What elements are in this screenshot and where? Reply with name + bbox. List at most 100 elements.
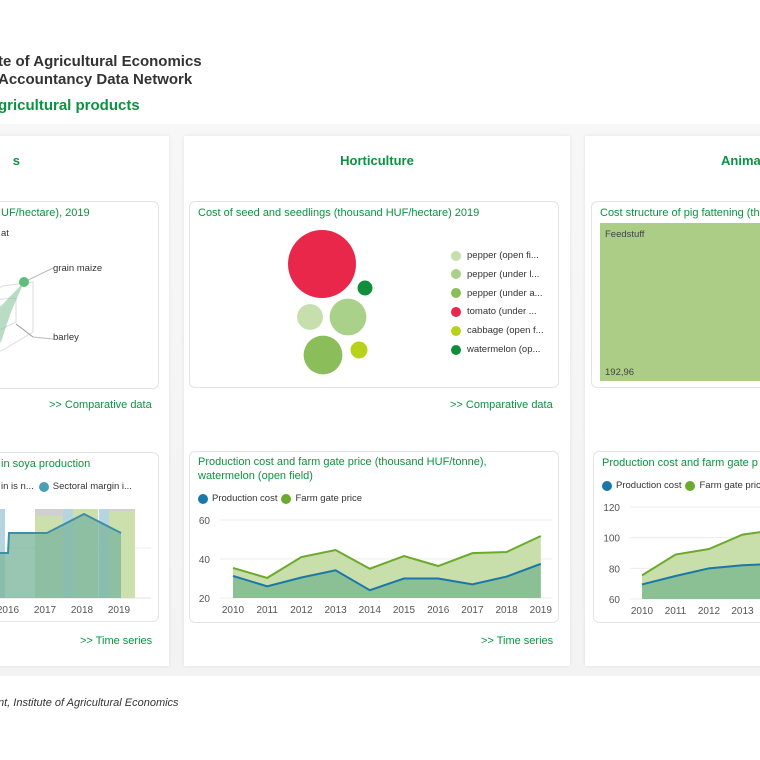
card-title-line1: Production cost and farm gate price (tho…: [198, 456, 487, 468]
legend-label: pepper (under a...: [467, 287, 543, 299]
legend-dot-icon: [451, 306, 461, 317]
comparative-data-link[interactable]: >> Comparative data: [450, 399, 553, 411]
panel-title: s: [12, 153, 20, 168]
legend-dot-icon: [685, 480, 696, 491]
legend-item[interactable]: pepper (open fi...: [451, 250, 539, 261]
x-tick-label: 2016: [427, 605, 450, 616]
chart-legend: Production cost Farm gate price: [198, 493, 362, 504]
radar-area: [0, 282, 24, 342]
x-tick-label: 2010: [222, 605, 245, 616]
x-tick-label: 2017: [461, 605, 484, 616]
panel-horticulture: Horticulture Cost of seed and seedlings …: [184, 136, 570, 666]
legend-item[interactable]: Sectoral margin i...: [52, 481, 132, 492]
legend-label: pepper (under l...: [467, 268, 540, 280]
leader-line: [23, 267, 54, 283]
production-cost-area: [233, 563, 541, 598]
legend-item[interactable]: pepper (under l...: [451, 269, 539, 280]
panel-title: Horticulture: [340, 153, 414, 168]
legend-item[interactable]: cabbage (open f...: [451, 325, 544, 336]
card-title-line2: watermelon (open field): [198, 470, 313, 482]
legend-dot-icon: [281, 493, 292, 504]
institute-title: te of Agricultural Economics Accountancy…: [0, 53, 202, 89]
y-tick-label: 20: [199, 594, 211, 605]
legend-dot-icon: [451, 269, 461, 280]
legend-dot-icon: [451, 325, 461, 336]
page-subtitle: gricultural products: [0, 97, 140, 114]
source-footnote: nt, Institute of Agricultural Economics: [0, 697, 179, 709]
sectoral-margin-area: [0, 514, 121, 598]
card-title: in soya production: [1, 458, 91, 470]
panel-animal: Anima Cost structure of pig fattening (t…: [585, 136, 760, 666]
x-tick-label: 2016: [0, 605, 20, 616]
chart-legend: Production cost Farm gate pric: [602, 480, 760, 491]
legend-item[interactable]: pepper (under a...: [451, 288, 543, 299]
legend-dot-icon: [451, 250, 461, 261]
leader-line: [32, 336, 54, 340]
radar-point: [19, 277, 29, 287]
card-title: Cost structure of pig fattening (th: [600, 207, 760, 219]
soya-margin-card: in soya production in is n... Sectoral m…: [0, 452, 159, 622]
x-tick-label: 2012: [698, 606, 721, 617]
legend-item[interactable]: Production cost: [616, 480, 682, 491]
bubble: [357, 280, 373, 296]
leader-line: [15, 323, 34, 338]
pig-cost-card: Cost structure of pig fattening (th Feed…: [591, 201, 760, 388]
y-tick-label: 100: [603, 534, 620, 545]
x-tick-label: 2018: [495, 605, 518, 616]
bubble: [350, 341, 368, 359]
y-tick-label: 80: [609, 564, 621, 575]
production-cost-area: [642, 564, 760, 599]
y-tick-label: 60: [199, 516, 211, 527]
sectoral-margin-line: [0, 512, 122, 554]
x-tick-label: 2017: [34, 605, 57, 616]
y-tick-label: 40: [199, 555, 211, 566]
card-title: Cost of seed and seedlings (thousand HUF…: [198, 207, 480, 219]
x-tick-label: 2013: [324, 605, 347, 616]
legend-label: pepper (open fi...: [467, 250, 539, 261]
x-tick-label: 2011: [256, 605, 278, 616]
legend-dot-icon: [451, 344, 461, 355]
legend-dot-icon: [602, 480, 612, 491]
pig-price-card: Production cost and farm gate p Producti…: [593, 451, 760, 623]
legend-item[interactable]: watermelon (op...: [451, 344, 540, 355]
chart-legend: in is n... Sectoral margin i...: [1, 481, 132, 492]
bubble: [303, 335, 343, 375]
production-cost-line: [641, 563, 760, 586]
card-title: Production cost and farm gate p: [602, 457, 758, 469]
legend-label: cabbage (open f...: [467, 325, 544, 337]
legend-item[interactable]: tomato (under ...: [451, 306, 537, 317]
production-cost-line: [232, 562, 542, 592]
legend-item[interactable]: in is n...: [1, 481, 34, 492]
radar-label: barley: [53, 332, 79, 343]
institute-title-line2: Accountancy Data Network: [0, 71, 193, 88]
radar-chart: [0, 267, 54, 352]
card-title: UF/hectare), 2019: [1, 207, 90, 219]
watermelon-area-chart: 20 40 60 2010 2011 2012 2013 2014 2015 2016 2017 20…: [199, 516, 553, 616]
bubble: [329, 298, 367, 336]
time-series-link[interactable]: >> Time series: [481, 635, 554, 647]
watermelon-price-card: Production cost and farm gate price (tho…: [189, 451, 559, 623]
legend-dot-icon: [38, 481, 49, 492]
time-series-link[interactable]: >> Time series: [80, 635, 153, 647]
card-title: Production cost and farm gate price (tho…: [198, 455, 487, 483]
legend-item[interactable]: Production cost: [212, 493, 278, 504]
legend-item[interactable]: Farm gate price: [295, 493, 363, 504]
farm-gate-line: [232, 535, 542, 579]
soya-chart: 2016 2017 2018 2019: [0, 509, 151, 616]
legend-label: tomato (under ...: [467, 306, 537, 318]
x-tick-label: 2014: [359, 605, 382, 616]
radar-label: grain maize: [53, 263, 103, 274]
y-tick-label: 120: [603, 503, 620, 514]
bar-cap: [106, 509, 135, 511]
legend-item[interactable]: Farm gate pric: [699, 480, 760, 491]
bubble-chart: [288, 230, 373, 375]
bar-cap: [35, 509, 63, 516]
legend-label: watermelon (op...: [467, 344, 541, 355]
seed-cost-card: Cost of seed and seedlings (thousand HUF…: [189, 201, 559, 388]
treemap-value: 192,96: [605, 367, 635, 378]
x-tick-label: 2015: [393, 605, 416, 616]
x-tick-label: 2019: [530, 605, 553, 616]
treemap-block-feedstuff[interactable]: Feedstuff 192,96: [600, 223, 760, 381]
comparative-data-link[interactable]: >> Comparative data: [49, 399, 152, 411]
y-tick-label: 60: [609, 595, 621, 606]
